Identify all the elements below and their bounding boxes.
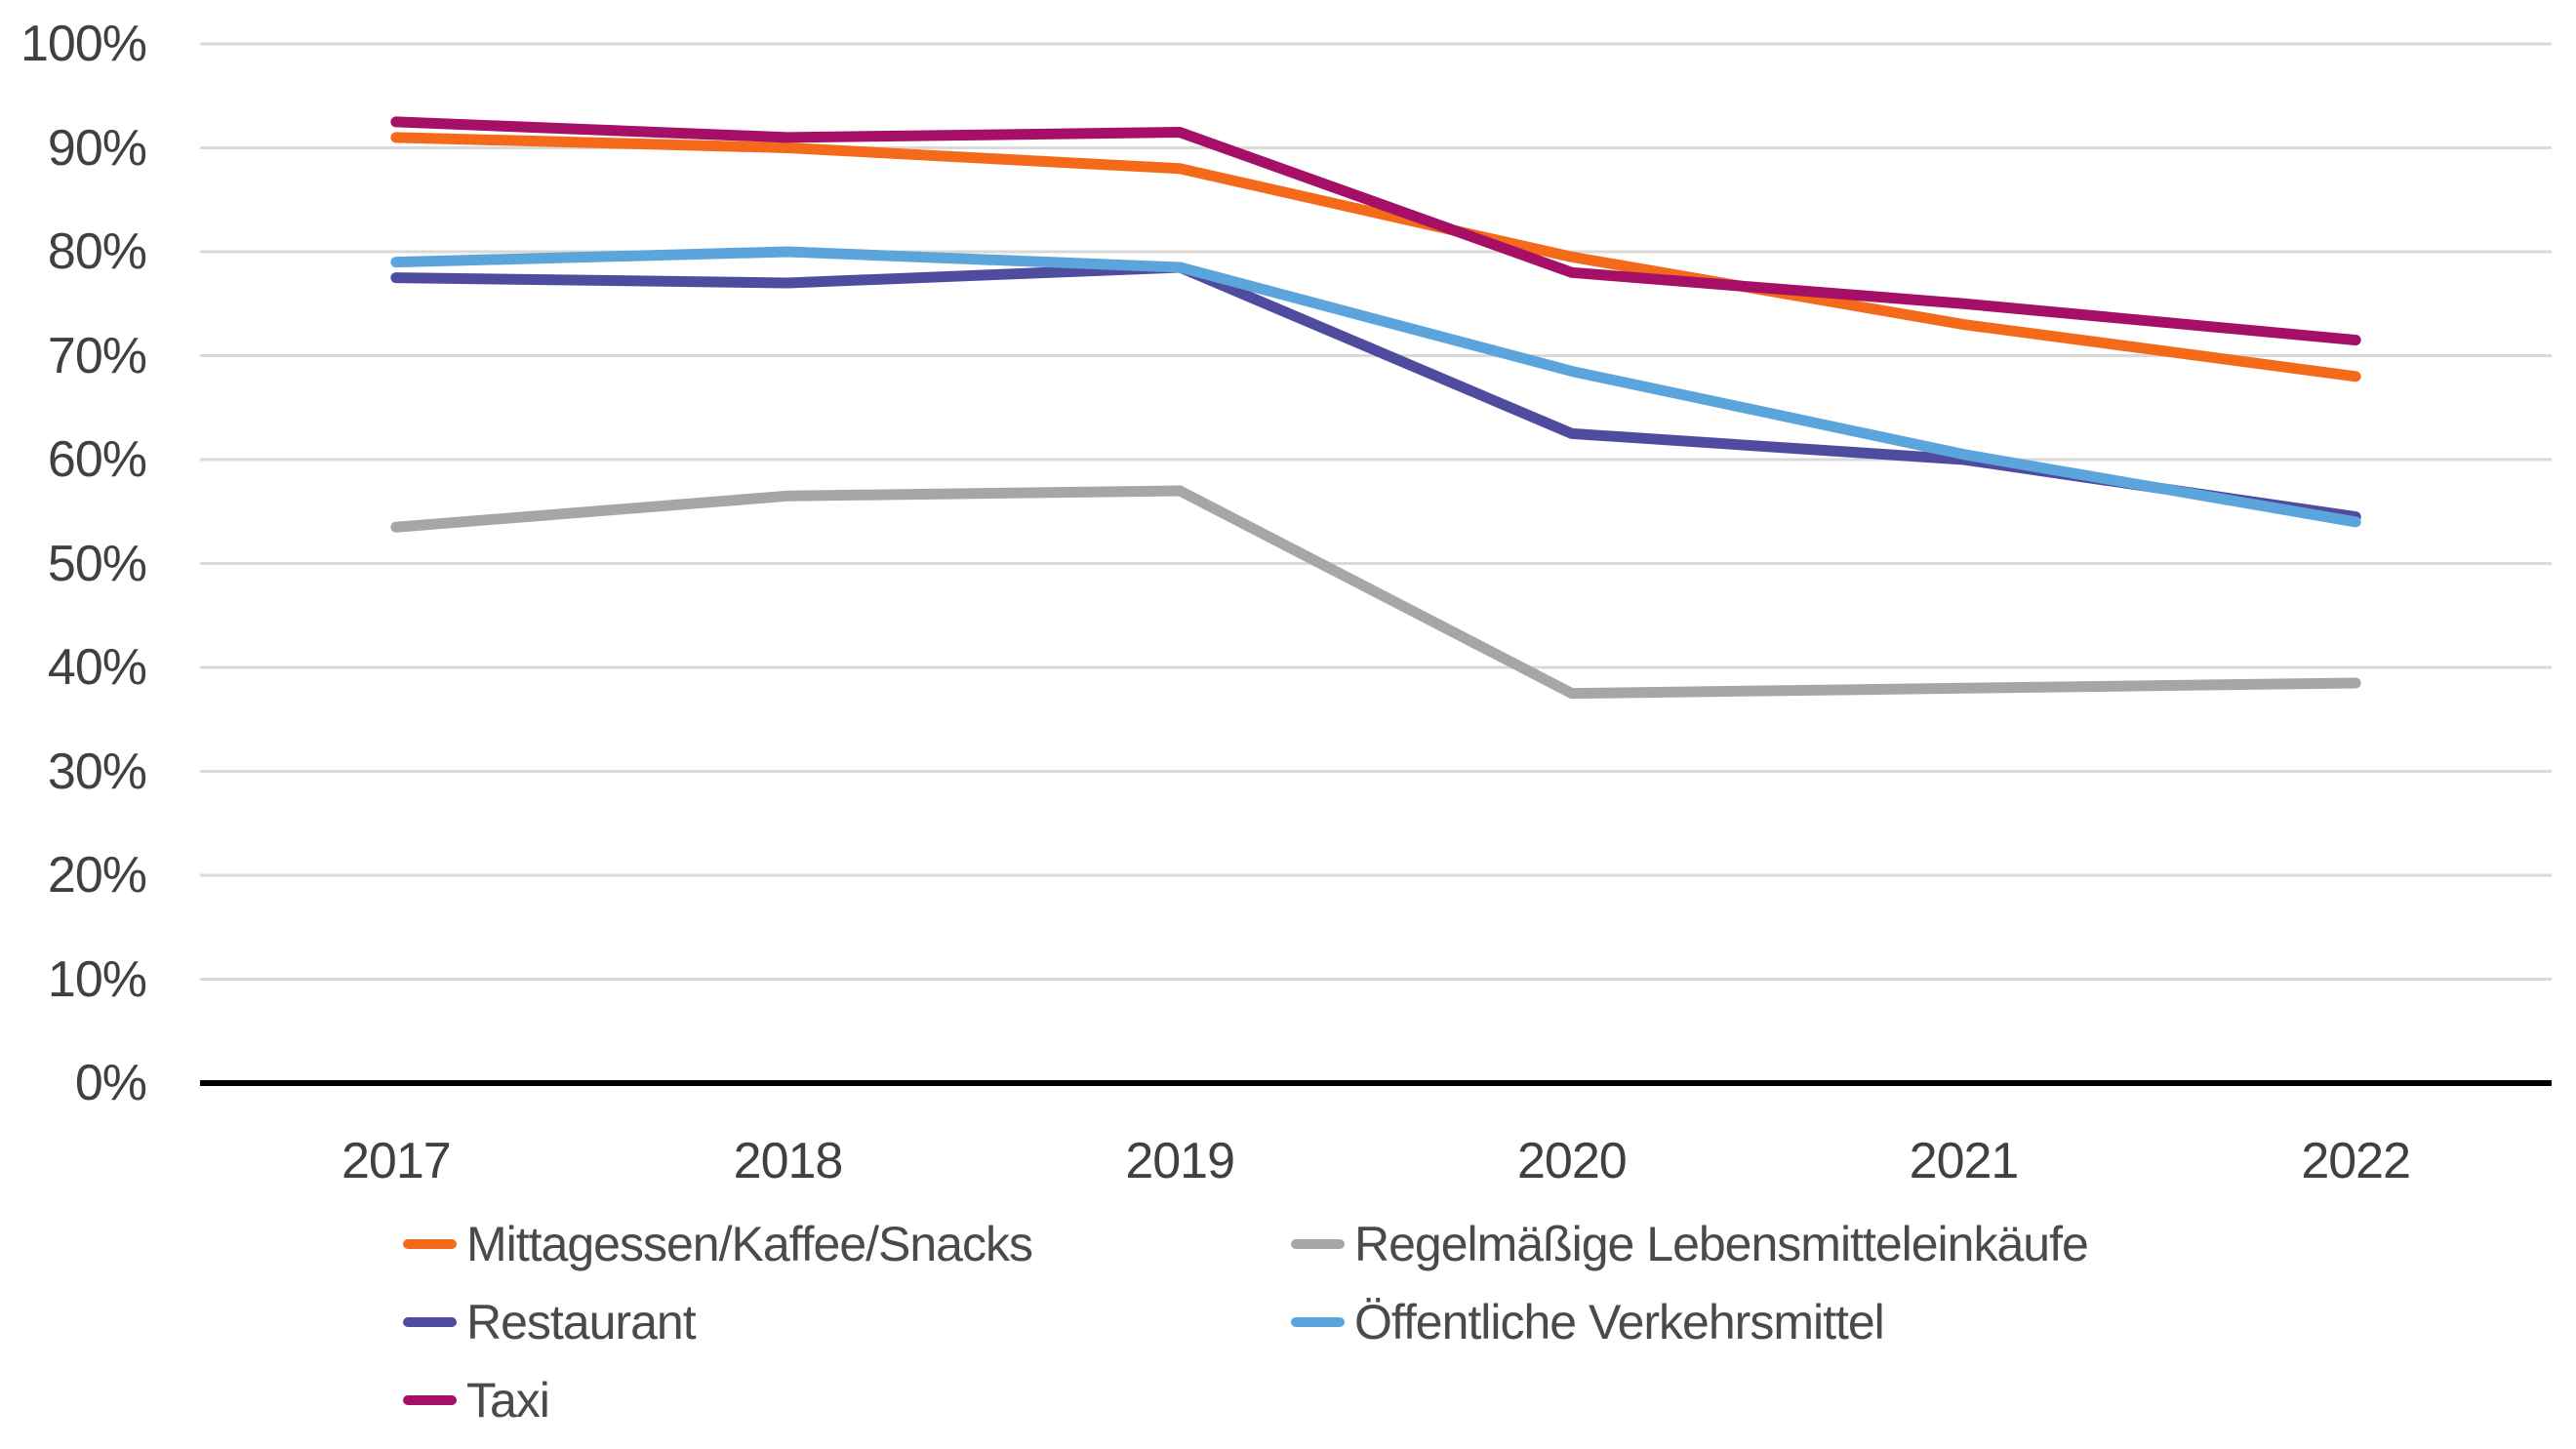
y-tick-label-0: 0% [74, 1055, 147, 1111]
legend-item-restaurant: Restaurant [403, 1293, 697, 1351]
x-tick-label-2019: 2019 [1125, 1133, 1235, 1189]
y-tick-label-100: 100% [20, 16, 147, 72]
legend-label-restaurant: Restaurant [466, 1295, 697, 1349]
legend-swatch-restaurant [403, 1317, 457, 1327]
y-tick-label-20: 20% [47, 847, 147, 904]
y-tick-label-80: 80% [47, 223, 147, 280]
legend-label-ffentliche-verkehrsmittel: Öffentliche Verkehrsmittel [1354, 1295, 1885, 1349]
series-line-mittagessen-kaffee-snacks [390, 132, 2361, 382]
y-tick-label-50: 50% [47, 535, 147, 592]
x-tick-label-2017: 2017 [341, 1133, 452, 1189]
legend-label-mittagessen-kaffee-snacks: Mittagessen/Kaffee/Snacks [466, 1217, 1033, 1271]
legend-item-mittagessen-kaffee-snacks: Mittagessen/Kaffee/Snacks [403, 1215, 1033, 1273]
series-line-taxi [390, 116, 2361, 346]
legend-item-ffentliche-verkehrsmittel: Öffentliche Verkehrsmittel [1291, 1293, 1885, 1351]
legend-swatch-regelm-ige-lebensmitteleink-ufe [1291, 1239, 1345, 1249]
x-tick-label-2022: 2022 [2301, 1133, 2411, 1189]
x-tick-label-2018: 2018 [733, 1133, 844, 1189]
legend-item-taxi: Taxi [403, 1371, 550, 1429]
legend-label-taxi: Taxi [466, 1373, 550, 1428]
series-line-regelm-ige-lebensmitteleink-ufe [390, 485, 2361, 700]
series-line-ffentliche-verkehrsmittel [390, 246, 2361, 528]
series-line-restaurant [390, 262, 2361, 523]
y-tick-label-30: 30% [47, 743, 147, 800]
x-tick-label-2020: 2020 [1516, 1133, 1628, 1189]
y-tick-label-10: 10% [47, 950, 147, 1008]
x-tick-label-2021: 2021 [1909, 1133, 2020, 1189]
legend-item-regelm-ige-lebensmitteleink-ufe: Regelmäßige Lebensmitteleinkäufe [1291, 1215, 2089, 1273]
y-tick-label-40: 40% [47, 639, 147, 696]
legend-swatch-taxi [403, 1395, 457, 1405]
y-tick-label-90: 90% [47, 119, 147, 177]
y-tick-label-70: 70% [47, 327, 147, 384]
legend-swatch-ffentliche-verkehrsmittel [1291, 1317, 1345, 1327]
y-tick-label-60: 60% [47, 431, 147, 488]
legend-swatch-mittagessen-kaffee-snacks [403, 1239, 457, 1249]
legend-label-regelm-ige-lebensmitteleink-ufe: Regelmäßige Lebensmitteleinkäufe [1354, 1217, 2089, 1271]
